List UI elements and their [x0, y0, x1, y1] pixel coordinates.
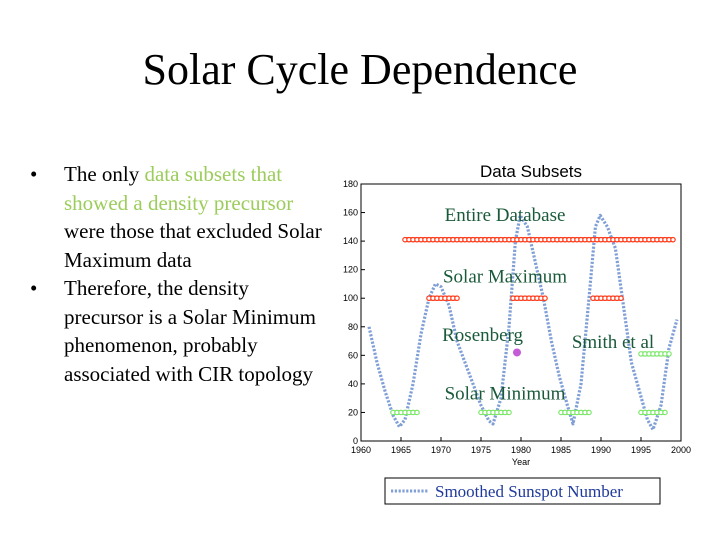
x-tick-label: 1965 [391, 445, 411, 455]
entire-database-bar-marker [670, 236, 676, 243]
x-tick-label: 1970 [431, 445, 451, 455]
solar-maximum-bar-marker [542, 295, 548, 302]
x-tick-label: 1980 [511, 445, 531, 455]
bullet-text: were those that excluded Solar Maximum d… [64, 219, 322, 272]
highlight-data-subsets: data subsets [144, 162, 246, 186]
x-axis-label: Year [512, 457, 530, 467]
smith-et-al-bar-marker [666, 351, 672, 357]
x-tick-label: 1975 [471, 445, 491, 455]
y-tick-label: 160 [343, 208, 358, 218]
solar-minimum-bar-marker [506, 409, 512, 416]
highlight-density-precursor: that showed a density precursor [64, 162, 294, 215]
solar-minimum-bar-marker [586, 409, 592, 416]
solar-minimum-bar-marker [662, 409, 668, 416]
y-tick-label: 60 [348, 350, 358, 360]
slide-title: Solar Cycle Dependence [142, 45, 578, 94]
entire-database-label: Entire Database [445, 205, 566, 226]
smith-et-al-label: Smith et al [572, 332, 654, 353]
legend-box [384, 477, 661, 505]
solar-maximum-bar-marker [618, 295, 624, 302]
solar-minimum-bar-marker [414, 409, 420, 416]
rosenberg-point [513, 348, 521, 357]
bullet-text: Therefore, the density precursor is a So… [64, 276, 316, 386]
bullet-item: • Therefore, the density precursor is a … [24, 274, 324, 388]
x-tick-label: 1960 [351, 445, 371, 455]
y-tick-label: 120 [343, 265, 358, 275]
y-tick-label: 180 [343, 179, 358, 189]
solar-minimum-label: Solar Minimum [445, 384, 566, 405]
y-tick-label: 100 [343, 293, 358, 303]
x-tick-label: 1990 [591, 445, 611, 455]
chart-title: Data Subsets [480, 162, 582, 181]
solar-maximum-label: Solar Maximum [443, 267, 567, 288]
y-tick-label: 20 [348, 407, 358, 417]
rosenberg-label: Rosenberg [442, 325, 523, 346]
solar-maximum-bar-marker [454, 295, 460, 302]
legend-sunspot-label: Smoothed Sunspot Number [435, 482, 623, 501]
x-tick-label: 1985 [551, 445, 571, 455]
bullet-list: • The only data subsets that showed a de… [24, 160, 324, 388]
bullet-dot: • [30, 162, 38, 186]
bullet-text: The only [64, 162, 145, 186]
y-tick-label: 0 [353, 436, 358, 446]
y-tick-label: 140 [343, 236, 358, 246]
bullet-dot: • [30, 276, 38, 300]
solar-cycle-chart: Data Subsets 0 20 40 60 80 100 120 140 160 180 1960… [343, 162, 691, 505]
y-tick-label: 40 [348, 379, 358, 389]
x-tick-label: 1995 [631, 445, 651, 455]
x-tick-label: 2000 [671, 445, 691, 455]
bullet-item: • The only data subsets that showed a de… [24, 160, 324, 274]
y-tick-label: 80 [348, 322, 358, 332]
